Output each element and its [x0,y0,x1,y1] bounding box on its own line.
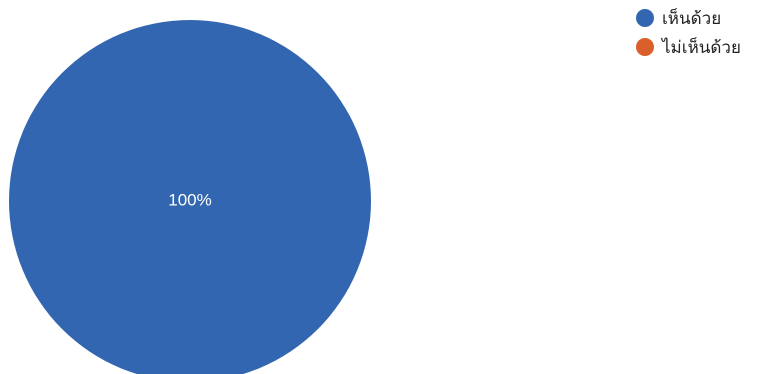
legend-item-agree: เห็นด้วย [636,8,741,29]
legend-label-disagree: ไม่เห็นด้วย [662,37,741,58]
legend-label-agree: เห็นด้วย [662,8,722,29]
legend: เห็นด้วย ไม่เห็นด้วย [636,8,741,58]
pie-slices [9,20,371,374]
legend-item-disagree: ไม่เห็นด้วย [636,37,741,58]
legend-swatch-agree [636,9,654,27]
pie-slice-label-0: 100% [168,190,211,209]
pie-slice-0 [9,20,371,374]
legend-swatch-disagree [636,38,654,56]
pie-slice-labels: 100% [168,190,211,209]
